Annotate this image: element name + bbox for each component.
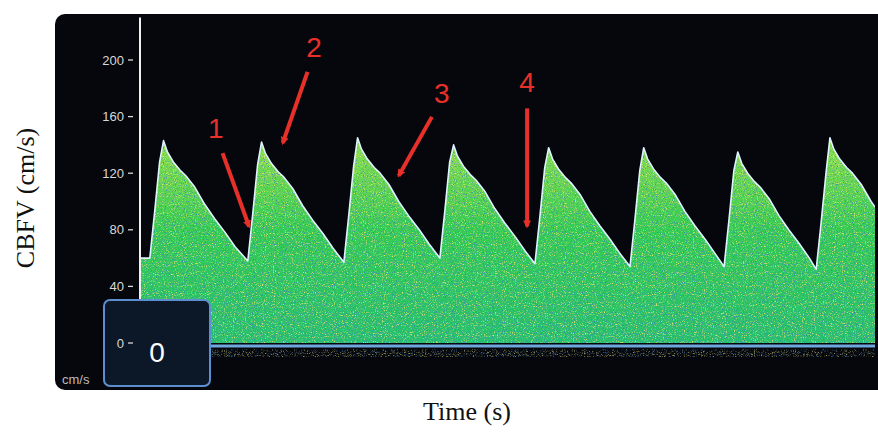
annotation-label: 2 [306, 32, 322, 63]
zero-line [140, 345, 875, 348]
y-tick [128, 229, 133, 230]
y-tick-label: 160 [102, 109, 124, 124]
y-tick-label: 120 [102, 166, 124, 181]
y-axis-title: CBFV (cm/s) [11, 128, 40, 268]
chart: CBFV (cm/s) Time (s) 0 0 40 80 120 160 200 cm/s 1 2… [0, 0, 878, 432]
x-axis-title: Time (s) [423, 397, 511, 426]
y-unit: cm/s [62, 372, 90, 387]
envelope [140, 138, 875, 270]
annotation-label: 4 [519, 67, 535, 98]
y-tick-label: 200 [102, 53, 124, 68]
spectrum-texture [140, 138, 875, 343]
y-tick [128, 342, 133, 343]
y-tick-label: 80 [110, 222, 124, 237]
y-tick [128, 59, 133, 60]
annotation-arrow [283, 72, 308, 143]
annotation-label: 1 [208, 113, 224, 144]
noise-strip [140, 349, 875, 357]
y-tick [128, 173, 133, 174]
spectrum-area [140, 138, 875, 343]
annotation-arrow [223, 153, 250, 226]
y-tick-label: 40 [110, 279, 124, 294]
annotation-arrow [399, 117, 432, 176]
annotation-arrow [525, 108, 529, 226]
readout-text: 0 [149, 337, 165, 368]
y-tick-label: 0 [117, 336, 124, 351]
y-tick [128, 286, 133, 287]
readout-box [104, 300, 210, 386]
panel [55, 14, 878, 390]
annotation-label: 3 [434, 78, 450, 109]
y-tick [128, 116, 133, 117]
plot-area [140, 138, 875, 357]
